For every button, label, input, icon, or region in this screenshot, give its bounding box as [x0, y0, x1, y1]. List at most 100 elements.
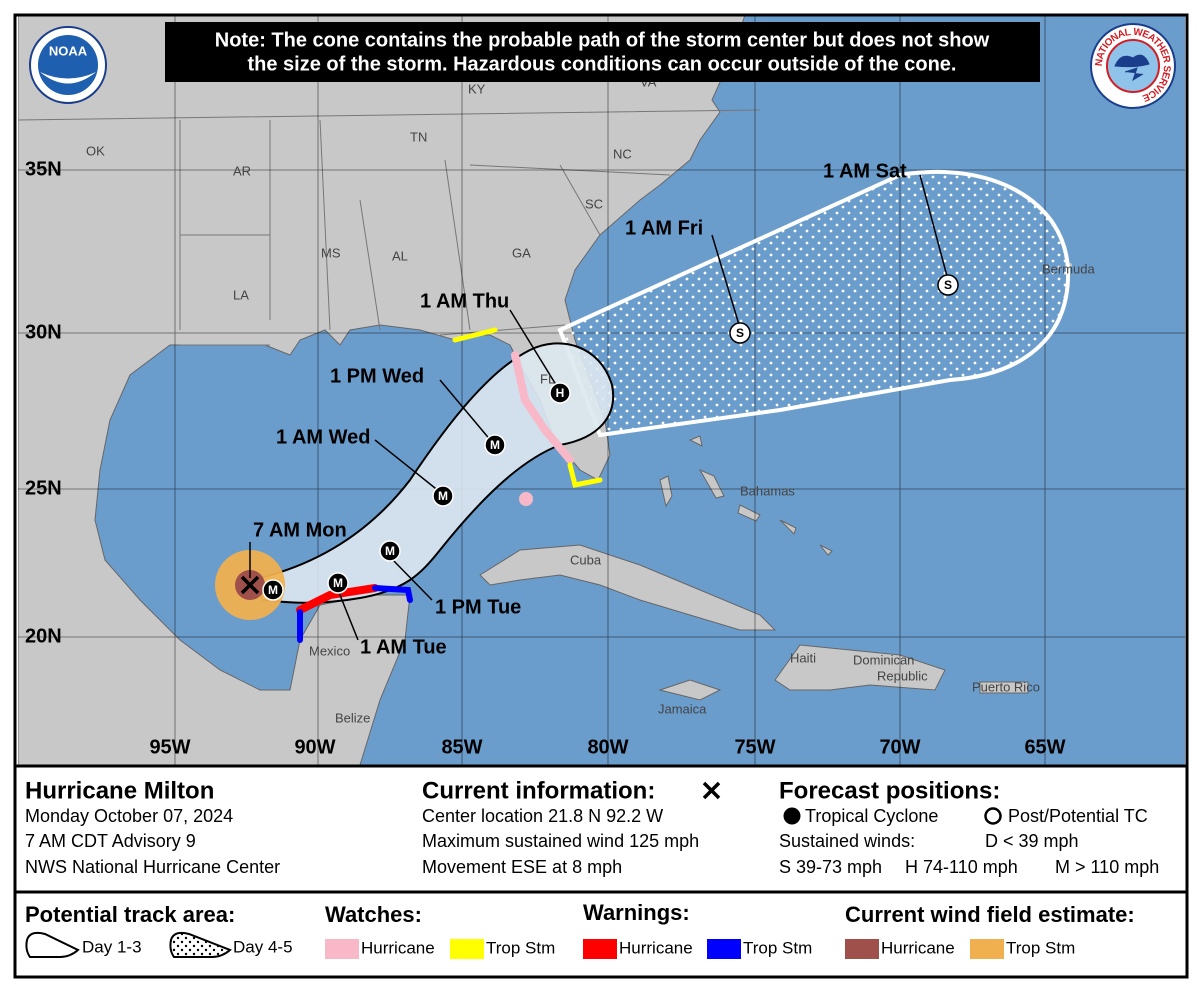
legend-title: Warnings:: [583, 900, 690, 925]
forecast-time: 7 AM Mon: [253, 519, 347, 541]
forecast-time: 1 PM Tue: [435, 596, 521, 618]
watches-warnings: [296, 327, 603, 643]
place-label: FL: [540, 371, 555, 386]
forecast-time: 1 PM Wed: [330, 365, 424, 387]
current-info-line: Movement ESE at 8 mph: [422, 857, 622, 877]
note-box: [165, 22, 1040, 82]
place-label: Mexico: [309, 643, 350, 658]
current-info-title: Current information:: [422, 777, 655, 804]
place-label: KY: [468, 81, 486, 96]
north-america: [18, 15, 746, 765]
place-label: SC: [585, 196, 603, 211]
legend-item: Trop Stm: [486, 938, 555, 957]
marker: [484, 434, 506, 456]
forecast-time: 1 AM Tue: [360, 636, 447, 658]
marker: [937, 274, 959, 296]
swatch: [325, 939, 359, 959]
forecast-legend: Post/Potential TC: [1008, 806, 1148, 826]
longitude-label: 90W: [294, 736, 335, 758]
intensity-marker: M: [268, 583, 278, 597]
swatch: [583, 939, 617, 959]
day13-icon: [25, 931, 80, 958]
cuba: [479, 544, 777, 631]
jamaica: [658, 679, 722, 701]
legend-title: Watches:: [325, 902, 422, 927]
place-label: Republic: [877, 668, 928, 683]
legend-title: Potential track area:: [25, 902, 235, 927]
legend-item: Day 1-3: [82, 937, 142, 956]
intensity-marker: M: [438, 489, 448, 503]
noaa-text: NOAA: [49, 43, 88, 58]
forecast-legend: Tropical Cyclone: [805, 806, 938, 826]
longitude-label: 70W: [879, 736, 920, 758]
longitude-label: 80W: [587, 736, 628, 758]
track-points: [262, 274, 959, 601]
intensity-marker: S: [736, 326, 744, 340]
swatch: [450, 939, 484, 959]
place-label: Bermuda: [1042, 261, 1096, 276]
forecast-time: 1 AM Fri: [625, 217, 703, 239]
place-label: Puerto Rico: [972, 679, 1040, 694]
latitude-label: 30N: [25, 321, 62, 343]
longitude-label: 65W: [1024, 736, 1065, 758]
legend-item: Trop Stm: [743, 938, 812, 957]
storm-name: Hurricane Milton: [25, 777, 214, 804]
place-label: Cuba: [570, 552, 602, 567]
marker: [519, 492, 533, 506]
swatch: [845, 939, 879, 959]
place-label: Haiti: [790, 650, 816, 665]
frame: [13, 13, 1189, 979]
cone-day-4-5: [557, 169, 1071, 438]
tropical-symbol: [783, 807, 801, 825]
swatch: [970, 939, 1004, 959]
noaa-logo: NOAA: [29, 26, 107, 104]
note-line: Note: The cone contains the probable pat…: [215, 29, 990, 51]
place-label: Dominican: [853, 652, 914, 667]
tropical-storm-watch: [452, 327, 603, 488]
current-position-symbol: [702, 781, 721, 800]
storm-date: Monday October 07, 2024: [25, 806, 233, 826]
forecast-time: 1 AM Wed: [276, 426, 370, 448]
legend-title: Current wind field estimate:: [845, 902, 1135, 927]
legend-item: Hurricane: [361, 938, 435, 957]
hurricane-watch: [511, 351, 574, 464]
hispaniola: [774, 644, 946, 691]
longitude-label: 85W: [441, 736, 482, 758]
intensity-marker: M: [490, 438, 500, 452]
marker: [379, 540, 401, 562]
marker: [327, 572, 349, 594]
marker: [432, 485, 454, 507]
storm-advisory: 7 AM CDT Advisory 9: [25, 831, 196, 851]
storm-center: NWS National Hurricane Center: [25, 857, 280, 877]
marker: [729, 322, 751, 344]
current-info-line: Center location 21.8 N 92.2 W: [422, 806, 663, 826]
place-label: NC: [613, 146, 632, 161]
place-label: Jamaica: [658, 701, 707, 716]
bahamas: [659, 435, 833, 556]
shape: [40, 72, 96, 84]
puerto-rico: [979, 681, 1029, 694]
forecast-time: 1 AM Thu: [420, 290, 509, 312]
latitude-label: 35N: [25, 158, 62, 180]
nws-logo: NATIONAL WEATHER SERVICE: [1090, 23, 1176, 109]
map: M M M M M H S S OK AR TN KY VA NC SC MS …: [18, 15, 1185, 765]
marker: [262, 579, 284, 601]
place-label: OK: [86, 143, 105, 158]
place-label: GA: [512, 245, 531, 260]
intensity-marker: S: [944, 278, 952, 292]
marker: [549, 382, 571, 404]
latitude-label: 25N: [25, 477, 62, 499]
forecast-legend: H 74-110 mph: [905, 857, 1018, 877]
tropical-storm-warning: [297, 585, 413, 643]
day45-icon: [169, 931, 232, 958]
legend-item: Trop Stm: [1006, 938, 1075, 957]
intensity-marker: H: [556, 386, 565, 400]
place-label: Belize: [335, 710, 370, 725]
shape: [1114, 54, 1150, 82]
forecast-time: 1 AM Sat: [823, 160, 907, 182]
place-label: TN: [410, 129, 427, 144]
forecast-legend: D < 39 mph: [985, 831, 1079, 851]
leader-lines: [249, 174, 949, 641]
legend-item: Day 4-5: [233, 937, 293, 956]
